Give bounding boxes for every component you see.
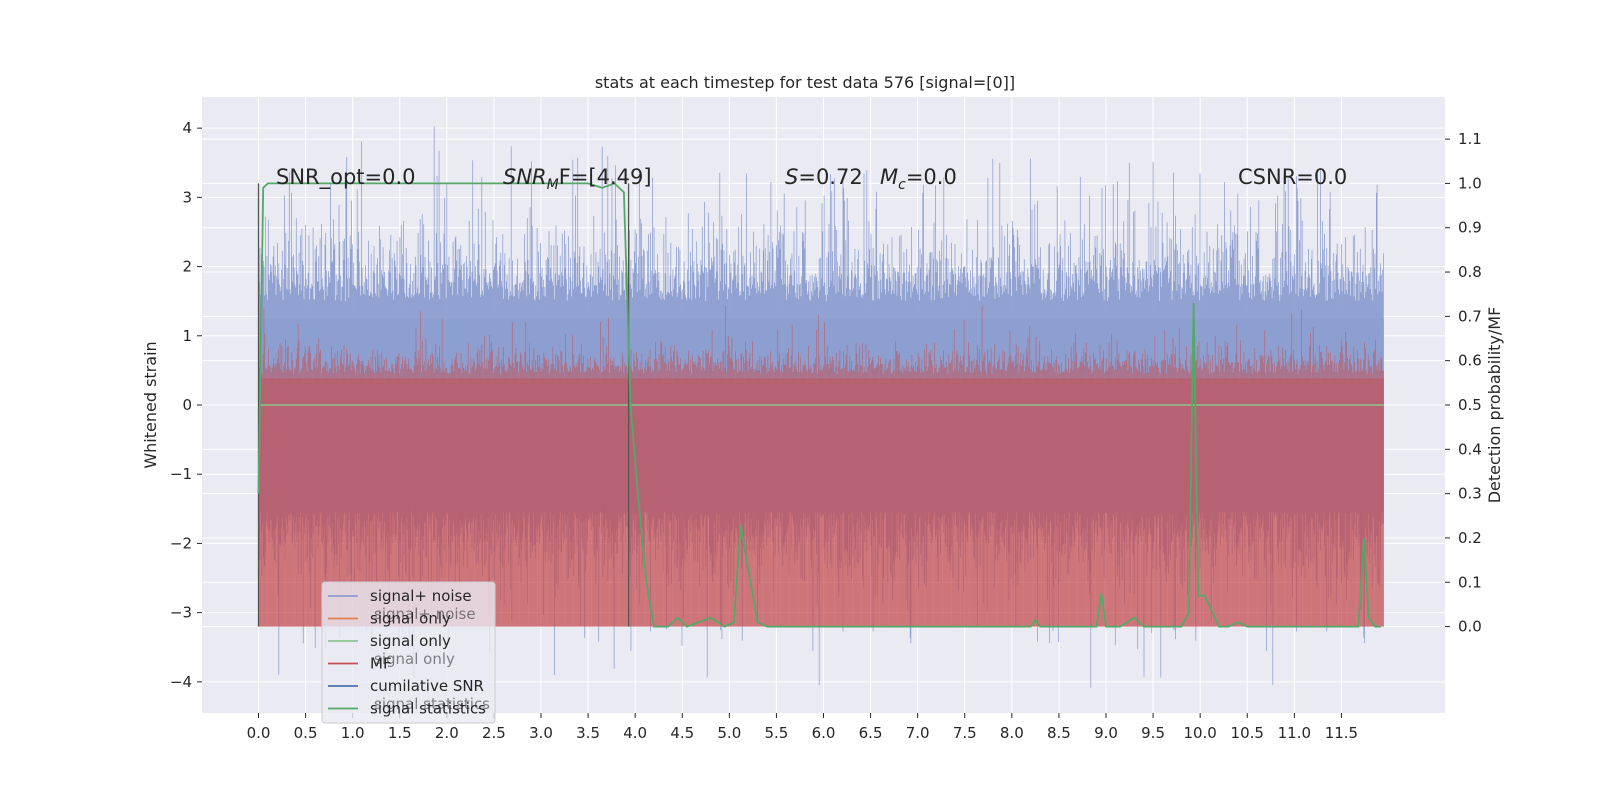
legend-label: signal statistics <box>370 700 486 718</box>
y2-tick-label: 1.0 <box>1458 174 1482 192</box>
x-axis: 0.0 0.5 1.0 1.5 2.0 2.5 3.0 3.5 4.0 4.5 5.0 5.5 6.0 6… <box>247 713 1358 742</box>
y2-tick-label: 0.5 <box>1458 396 1482 414</box>
x-tick-label: 4.0 <box>623 724 647 742</box>
y2-tick-label: 0.3 <box>1458 485 1482 503</box>
annotations: SNR_opt=0.0 SNRMF=[4.49] S=0.72 Mc=0.0 C… <box>276 165 1347 193</box>
x-tick-label: 6.0 <box>812 724 836 742</box>
signal-statistics-line <box>257 182 1381 628</box>
x-tick-label: 10.5 <box>1231 724 1264 742</box>
x-tick-label: 0.0 <box>247 724 271 742</box>
y-tick-label: −1 <box>170 465 192 483</box>
x-tick-label: 9.0 <box>1094 724 1118 742</box>
legend-label: signal only <box>370 610 451 628</box>
y2-tick-label: 0.0 <box>1458 618 1482 636</box>
y-axis-right: 1.1 1.0 0.9 0.8 0.7 0.6 0.5 0.4 0.3 0.2 0.1 0.0 <box>1445 130 1482 636</box>
y2-tick-label: 0.8 <box>1458 263 1482 281</box>
x-tick-label: 11.5 <box>1325 724 1358 742</box>
y2-tick-label: 0.9 <box>1458 219 1482 237</box>
x-tick-label: 6.5 <box>859 724 883 742</box>
s-main: S <box>785 165 798 189</box>
legend-label: MF <box>370 655 392 673</box>
y-axis-label: Whitened strain <box>141 341 160 468</box>
legend-ghost-label: signal statistics <box>374 695 490 713</box>
x-tick-label: 5.5 <box>764 724 788 742</box>
x-tick-label: 7.0 <box>906 724 930 742</box>
s-rest: =0.72 <box>798 165 862 189</box>
snr-mf-sub: M <box>547 177 559 193</box>
x-tick-label: 10.0 <box>1183 724 1216 742</box>
snr-mf-rest: F=[4.49] <box>559 165 652 189</box>
x-tick-label: 8.5 <box>1047 724 1071 742</box>
x-tick-label: 2.0 <box>435 724 459 742</box>
x-tick-label: 1.5 <box>388 724 412 742</box>
x-tick-label: 0.5 <box>294 724 318 742</box>
y2-tick-label: 0.2 <box>1458 529 1482 547</box>
legend-label: cumilative SNR <box>370 677 484 695</box>
annotation-csnr: CSNR=0.0 <box>1238 165 1347 189</box>
mc-rest: =0.0 <box>906 165 957 189</box>
snr-mf-main: SNR <box>503 165 547 189</box>
x-tick-label: 3.0 <box>529 724 553 742</box>
y-tick-label: 4 <box>182 119 192 137</box>
x-tick-label: 3.5 <box>576 724 600 742</box>
x-tick-label: 9.5 <box>1141 724 1165 742</box>
mc-sub: c <box>898 177 906 193</box>
y-tick-label: 2 <box>182 258 192 276</box>
annotation-snr-mf: SNRMF=[4.49] <box>503 165 652 193</box>
legend-label: signal+ noise <box>370 587 472 605</box>
vertical-markers <box>257 183 630 627</box>
y2-tick-label: 1.1 <box>1458 130 1482 148</box>
annotation-snr-opt: SNR_opt=0.0 <box>276 165 416 190</box>
y2-tick-label: 0.1 <box>1458 573 1482 591</box>
y-tick-label: −2 <box>170 534 192 552</box>
x-tick-label: 7.5 <box>953 724 977 742</box>
y-tick-label: 3 <box>182 188 192 206</box>
y-tick-label: 0 <box>182 396 192 414</box>
y2-tick-label: 0.7 <box>1458 307 1482 325</box>
x-tick-label: 5.0 <box>717 724 741 742</box>
x-tick-label: 4.5 <box>670 724 694 742</box>
legend-label: signal only <box>370 632 451 650</box>
annotation-mc: Mc=0.0 <box>880 165 957 193</box>
y-tick-label: −3 <box>170 604 192 622</box>
x-tick-label: 1.0 <box>341 724 365 742</box>
x-tick-label: 11.0 <box>1278 724 1311 742</box>
legend-ghost-label: signal+ noise <box>374 605 476 623</box>
chart-title: stats at each timestep for test data 576… <box>595 73 1015 92</box>
y2-tick-label: 0.4 <box>1458 440 1482 458</box>
legend-ghost-label: signal only <box>374 650 455 668</box>
legend-box <box>321 581 496 724</box>
x-tick-label: 8.0 <box>1000 724 1024 742</box>
annotation-s: S=0.72 <box>785 165 863 189</box>
y2-axis-label: Detection probability/MF <box>1485 307 1504 504</box>
y-tick-label: 1 <box>182 327 192 345</box>
x-tick-label: 2.5 <box>482 724 506 742</box>
y-tick-label: −4 <box>170 673 192 691</box>
y2-tick-label: 0.6 <box>1458 352 1482 370</box>
signal-statistics-series <box>257 182 1381 628</box>
mc-main: M <box>880 165 898 189</box>
y-axis-left: 4 3 2 1 0 −1 −2 −3 −4 <box>170 119 202 691</box>
